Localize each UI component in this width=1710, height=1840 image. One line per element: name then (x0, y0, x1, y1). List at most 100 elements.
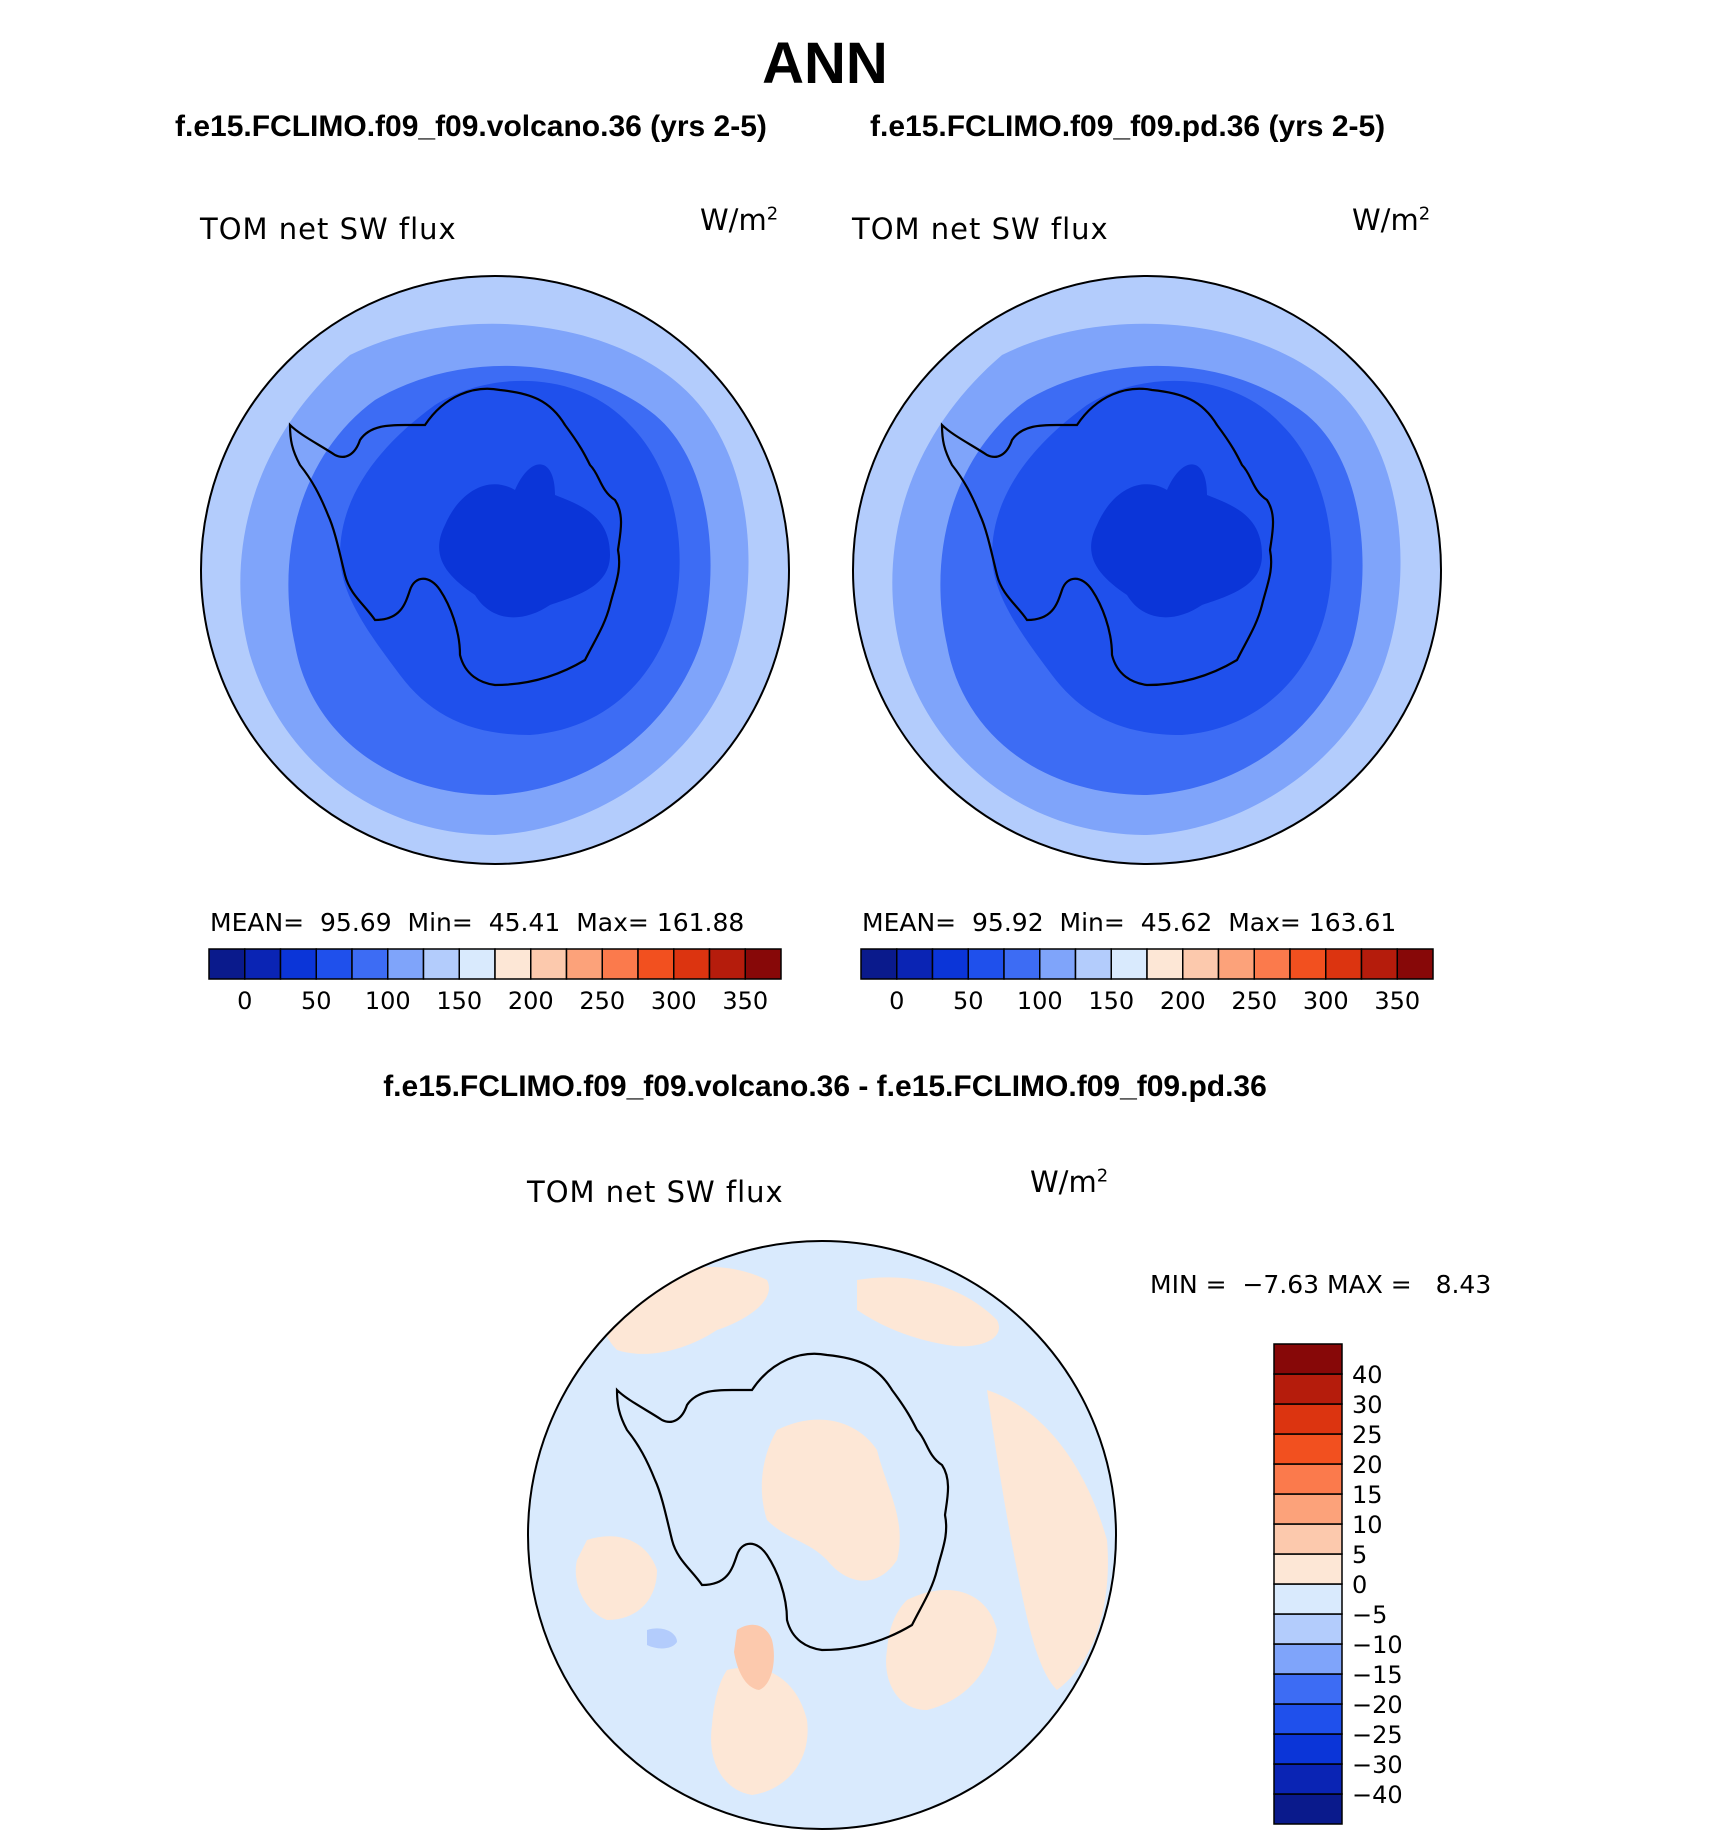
colorbar-swatch (1273, 1373, 1343, 1405)
colorbar-tick-label: 100 (1017, 987, 1063, 1015)
colorbar-swatch (637, 948, 675, 980)
colorbar-swatch (1273, 1763, 1343, 1795)
colorbar-tick-label: 0 (237, 987, 252, 1015)
colorbar-swatch (1289, 948, 1327, 980)
colorbar-swatch (1003, 948, 1041, 980)
colorbar-swatch (1273, 1433, 1343, 1465)
colorbar-tick-label: 250 (579, 987, 625, 1015)
colorbar-swatch (1325, 948, 1363, 980)
colorbar-tick-label: 150 (1088, 987, 1134, 1015)
diff-field-label: TOM net SW flux (527, 1175, 784, 1209)
colorbar-swatch (1273, 1553, 1343, 1585)
diff-coastline (615, 1352, 950, 1652)
colorbar-swatch (1253, 948, 1291, 980)
colorbar-swatch (422, 948, 460, 980)
colorbar-swatch (387, 948, 425, 980)
colorbar-tick-label: 50 (953, 987, 984, 1015)
colorbar-swatch (1039, 948, 1077, 980)
colorbar-swatch (494, 948, 532, 980)
colorbar-tick-label: 350 (1374, 987, 1420, 1015)
colorbar-swatch (860, 948, 898, 980)
colorbar-swatch (1273, 1523, 1343, 1555)
colorbar-swatch (1273, 1673, 1343, 1705)
colorbar-swatch (1110, 948, 1148, 980)
panel-2-units: W/m2 (1352, 203, 1431, 237)
diff-fill-positive-southwest (575, 1536, 657, 1620)
colorbar-swatch (1074, 948, 1112, 980)
colorbar-tick-label: 200 (508, 987, 554, 1015)
colorbar-swatch (351, 948, 389, 980)
colorbar-swatch (458, 948, 496, 980)
colorbar-tick-label: 15 (1352, 1481, 1383, 1509)
colorbar-swatch (1273, 1733, 1343, 1765)
panel-1-units: W/m2 (700, 203, 779, 237)
panel-2-stats: MEAN= 95.92 Min= 45.62 Max= 163.61 (862, 908, 1397, 937)
colorbar-swatch (1273, 1343, 1343, 1375)
diff-fill-negative-patch (647, 1628, 677, 1649)
colorbar-swatch (530, 948, 568, 980)
colorbar-tick-label: −10 (1352, 1631, 1403, 1659)
panel-1-polar-map (200, 275, 790, 865)
panel-2-fill-core (1091, 464, 1262, 618)
colorbar-swatch (896, 948, 934, 980)
colorbar-tick-label: −25 (1352, 1721, 1403, 1749)
diff-fill-positive-east (987, 1390, 1108, 1690)
main-title: ANN (762, 31, 888, 96)
colorbar-swatch (1273, 1613, 1343, 1645)
colorbar-swatch (1396, 948, 1434, 980)
panel-1-field-label: TOM net SW flux (200, 212, 457, 246)
colorbar-swatch (1273, 1463, 1343, 1495)
colorbar-tick-label: 0 (889, 987, 904, 1015)
colorbar-swatch (315, 948, 353, 980)
colorbar-swatch (601, 948, 639, 980)
colorbar-tick-label: 10 (1352, 1511, 1383, 1539)
colorbar-swatch (1273, 1583, 1343, 1615)
colorbar-swatch (1182, 948, 1220, 980)
colorbar-swatch (279, 948, 317, 980)
colorbar-tick-label: 250 (1231, 987, 1277, 1015)
colorbar-swatch (931, 948, 969, 980)
colorbar-swatch (967, 948, 1005, 980)
diff-fill-positive-patch (734, 1624, 774, 1690)
colorbar-swatch (565, 948, 603, 980)
panel-1-stats: MEAN= 95.69 Min= 45.41 Max= 161.88 (210, 908, 745, 937)
colorbar-tick-label: 100 (365, 987, 411, 1015)
panel-1-coastline (288, 387, 623, 687)
panel-2-case-title: f.e15.FCLIMO.f09_f09.pd.36 (yrs 2-5) (870, 110, 1386, 143)
colorbar-tick-label: 300 (651, 987, 697, 1015)
diff-units: W/m2 (1030, 1165, 1109, 1199)
colorbar-tick-label: 300 (1303, 987, 1349, 1015)
colorbar-swatch (1273, 1793, 1343, 1825)
colorbar-swatch (708, 948, 746, 980)
colorbar-swatch (1146, 948, 1184, 980)
colorbar-tick-label: 5 (1352, 1541, 1367, 1569)
colorbar-swatch (1273, 1403, 1343, 1435)
colorbar-swatch (744, 948, 782, 980)
colorbar-tick-label: 20 (1352, 1451, 1383, 1479)
diff-fill-positive-south (711, 1667, 808, 1795)
colorbar-swatch (1217, 948, 1255, 980)
colorbar-swatch (673, 948, 711, 980)
colorbar-tick-label: 30 (1352, 1391, 1383, 1419)
colorbar-tick-label: 25 (1352, 1421, 1383, 1449)
colorbar-tick-label: −20 (1352, 1691, 1403, 1719)
colorbar-swatch (1360, 948, 1398, 980)
panel-2-polar-map (852, 275, 1442, 865)
diff-fill-positive-interior (761, 1419, 900, 1581)
colorbar-swatch (1273, 1703, 1343, 1735)
panel-2-coastline (940, 387, 1275, 687)
diff-fill-positive-northeast (857, 1277, 999, 1347)
colorbar-swatch (1273, 1493, 1343, 1525)
panel-2-colorbar: 0 50 100 150 200 250 300 350 (860, 948, 1434, 1015)
panel-2-field-label: TOM net SW flux (852, 212, 1109, 246)
diff-case-title: f.e15.FCLIMO.f09_f09.volcano.36 - f.e15.… (383, 1070, 1267, 1103)
colorbar-tick-label: 0 (1352, 1571, 1367, 1599)
colorbar-tick-label: 200 (1160, 987, 1206, 1015)
colorbar-tick-label: −5 (1352, 1601, 1387, 1629)
panel-1-fill-core (439, 464, 610, 618)
colorbar-tick-label: 40 (1352, 1361, 1383, 1389)
diff-stats: MIN = −7.63 MAX = 8.43 (1150, 1270, 1492, 1299)
colorbar-tick-label: 50 (301, 987, 332, 1015)
colorbar-tick-label: 350 (722, 987, 768, 1015)
